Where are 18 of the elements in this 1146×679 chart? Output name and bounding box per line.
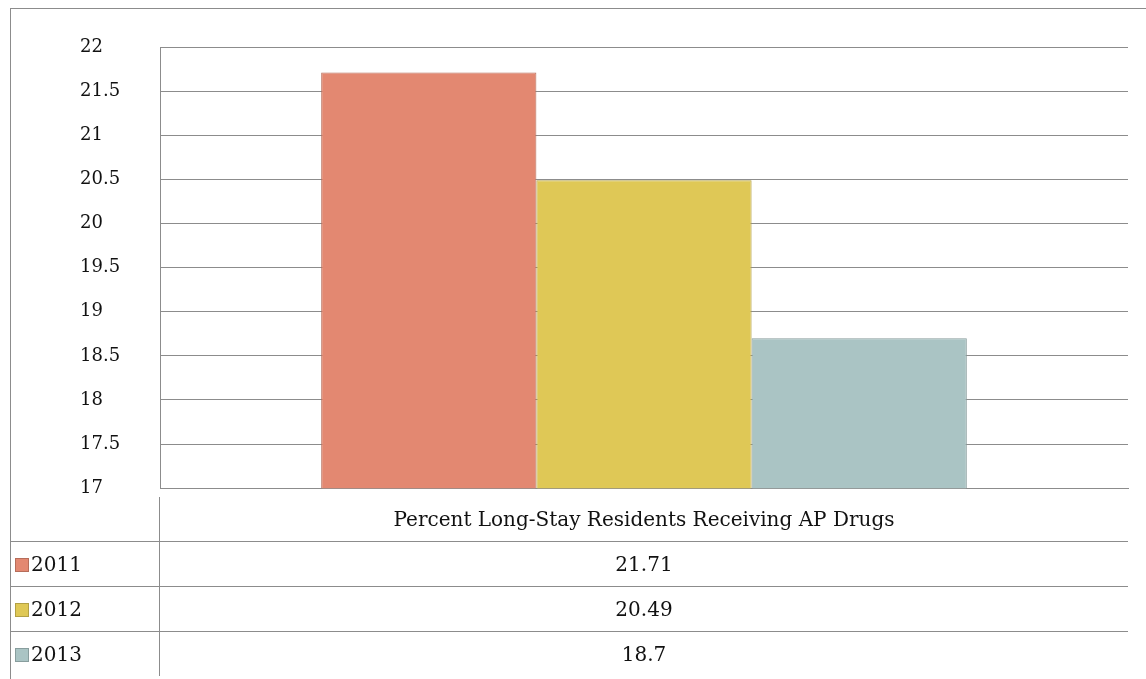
y-tick-label: 20	[80, 211, 103, 233]
y-tick-label: 19.5	[80, 255, 121, 277]
legend-label: 2011	[10, 541, 160, 587]
legend-label: 2012	[10, 586, 160, 632]
y-tick-label: 21.5	[80, 78, 121, 100]
y-tick-label: 19	[80, 299, 103, 321]
text: 21.71	[159, 541, 1128, 587]
y-tick-label: 20.5	[80, 167, 121, 189]
y-tick-label: 17	[80, 475, 103, 497]
legend-label: 2013	[10, 631, 160, 676]
y-tick-label: 17.5	[80, 431, 121, 453]
x-tick-label: Percent Long-Stay Residents Receiving AP Drugs	[392, 506, 896, 533]
y-tick-label: 18	[80, 387, 103, 409]
y-tick-label: 21	[80, 122, 103, 144]
text: 18.7	[159, 631, 1128, 676]
y-tick-label: 18.5	[80, 343, 121, 365]
y-tick-label: 22	[80, 34, 103, 56]
text: 20.49	[159, 586, 1128, 632]
